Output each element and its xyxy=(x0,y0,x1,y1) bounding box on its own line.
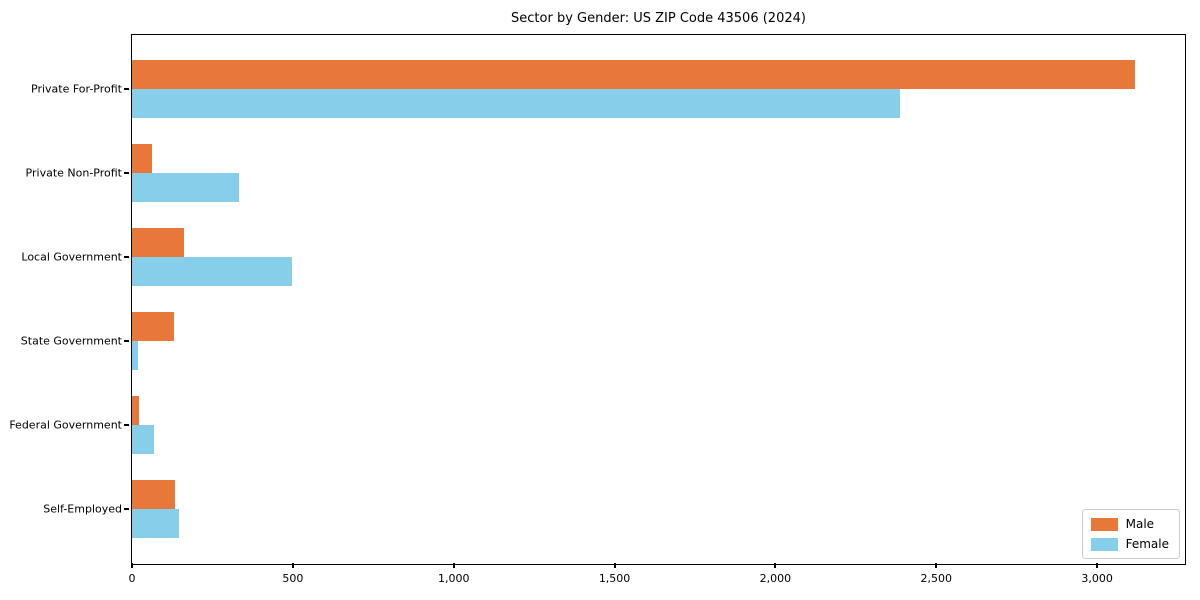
y-tick-label: Private For-Profit xyxy=(31,82,122,96)
bar-female-1 xyxy=(132,89,900,118)
x-tick-mark xyxy=(774,563,777,568)
x-tick-label: 2,000 xyxy=(759,572,792,585)
chart-title: Sector by Gender: US ZIP Code 43506 (202… xyxy=(511,11,806,26)
x-tick-mark xyxy=(613,563,616,568)
y-tick-mark xyxy=(124,508,129,510)
x-tick-label: 2,500 xyxy=(920,572,953,585)
y-tick-label: Federal Government xyxy=(9,418,122,432)
legend-female-label: Female xyxy=(1125,537,1169,551)
y-tick-mark xyxy=(124,340,129,342)
x-tick-label: 0 xyxy=(128,572,136,585)
legend-item-male: Male xyxy=(1090,517,1169,531)
y-tick-label: Private Non-Profit xyxy=(25,166,122,180)
y-tick-mark xyxy=(124,88,129,90)
y-tick-label: Self-Employed xyxy=(43,502,122,516)
y-tick-label: State Government xyxy=(20,334,122,348)
bar-male-1 xyxy=(132,60,1135,89)
bar-male-6 xyxy=(132,480,175,509)
x-tick-mark xyxy=(131,563,133,568)
legend-male-label: Male xyxy=(1125,517,1155,531)
x-tick-mark xyxy=(452,563,455,568)
bar-male-5 xyxy=(132,396,139,425)
x-tick-label: 3,000 xyxy=(1081,572,1113,585)
bar-female-4 xyxy=(132,341,139,370)
x-tick-label: 500 xyxy=(282,572,304,585)
y-tick-mark xyxy=(124,256,129,258)
plot-inner: Private For-Profit Private Non-Profit Loca… xyxy=(9,35,1185,585)
x-tick-mark xyxy=(291,563,294,568)
y-tick-mark xyxy=(124,172,129,174)
bar-male-4 xyxy=(132,312,174,341)
legend-female-swatch-icon xyxy=(1090,537,1118,551)
y-tick-label: Local Government xyxy=(21,250,122,264)
y-tick-mark xyxy=(124,424,129,426)
x-tick-mark xyxy=(935,563,938,568)
bar-female-3 xyxy=(132,257,292,286)
x-tick-label: 1,500 xyxy=(598,572,631,585)
bar-male-3 xyxy=(132,228,184,257)
x-tick-mark xyxy=(1096,563,1099,568)
bar-female-5 xyxy=(132,425,154,454)
bar-female-2 xyxy=(132,173,239,202)
plot-area: Private For-Profit Private Non-Profit Loca… xyxy=(9,34,1186,585)
legend-item-female: Female xyxy=(1090,537,1169,551)
x-tick-label: 1,000 xyxy=(437,572,470,585)
bar-male-2 xyxy=(132,144,153,173)
legend-male-swatch-icon xyxy=(1090,517,1118,531)
bar-female-6 xyxy=(132,509,179,538)
legend: Male Female xyxy=(1081,509,1180,559)
